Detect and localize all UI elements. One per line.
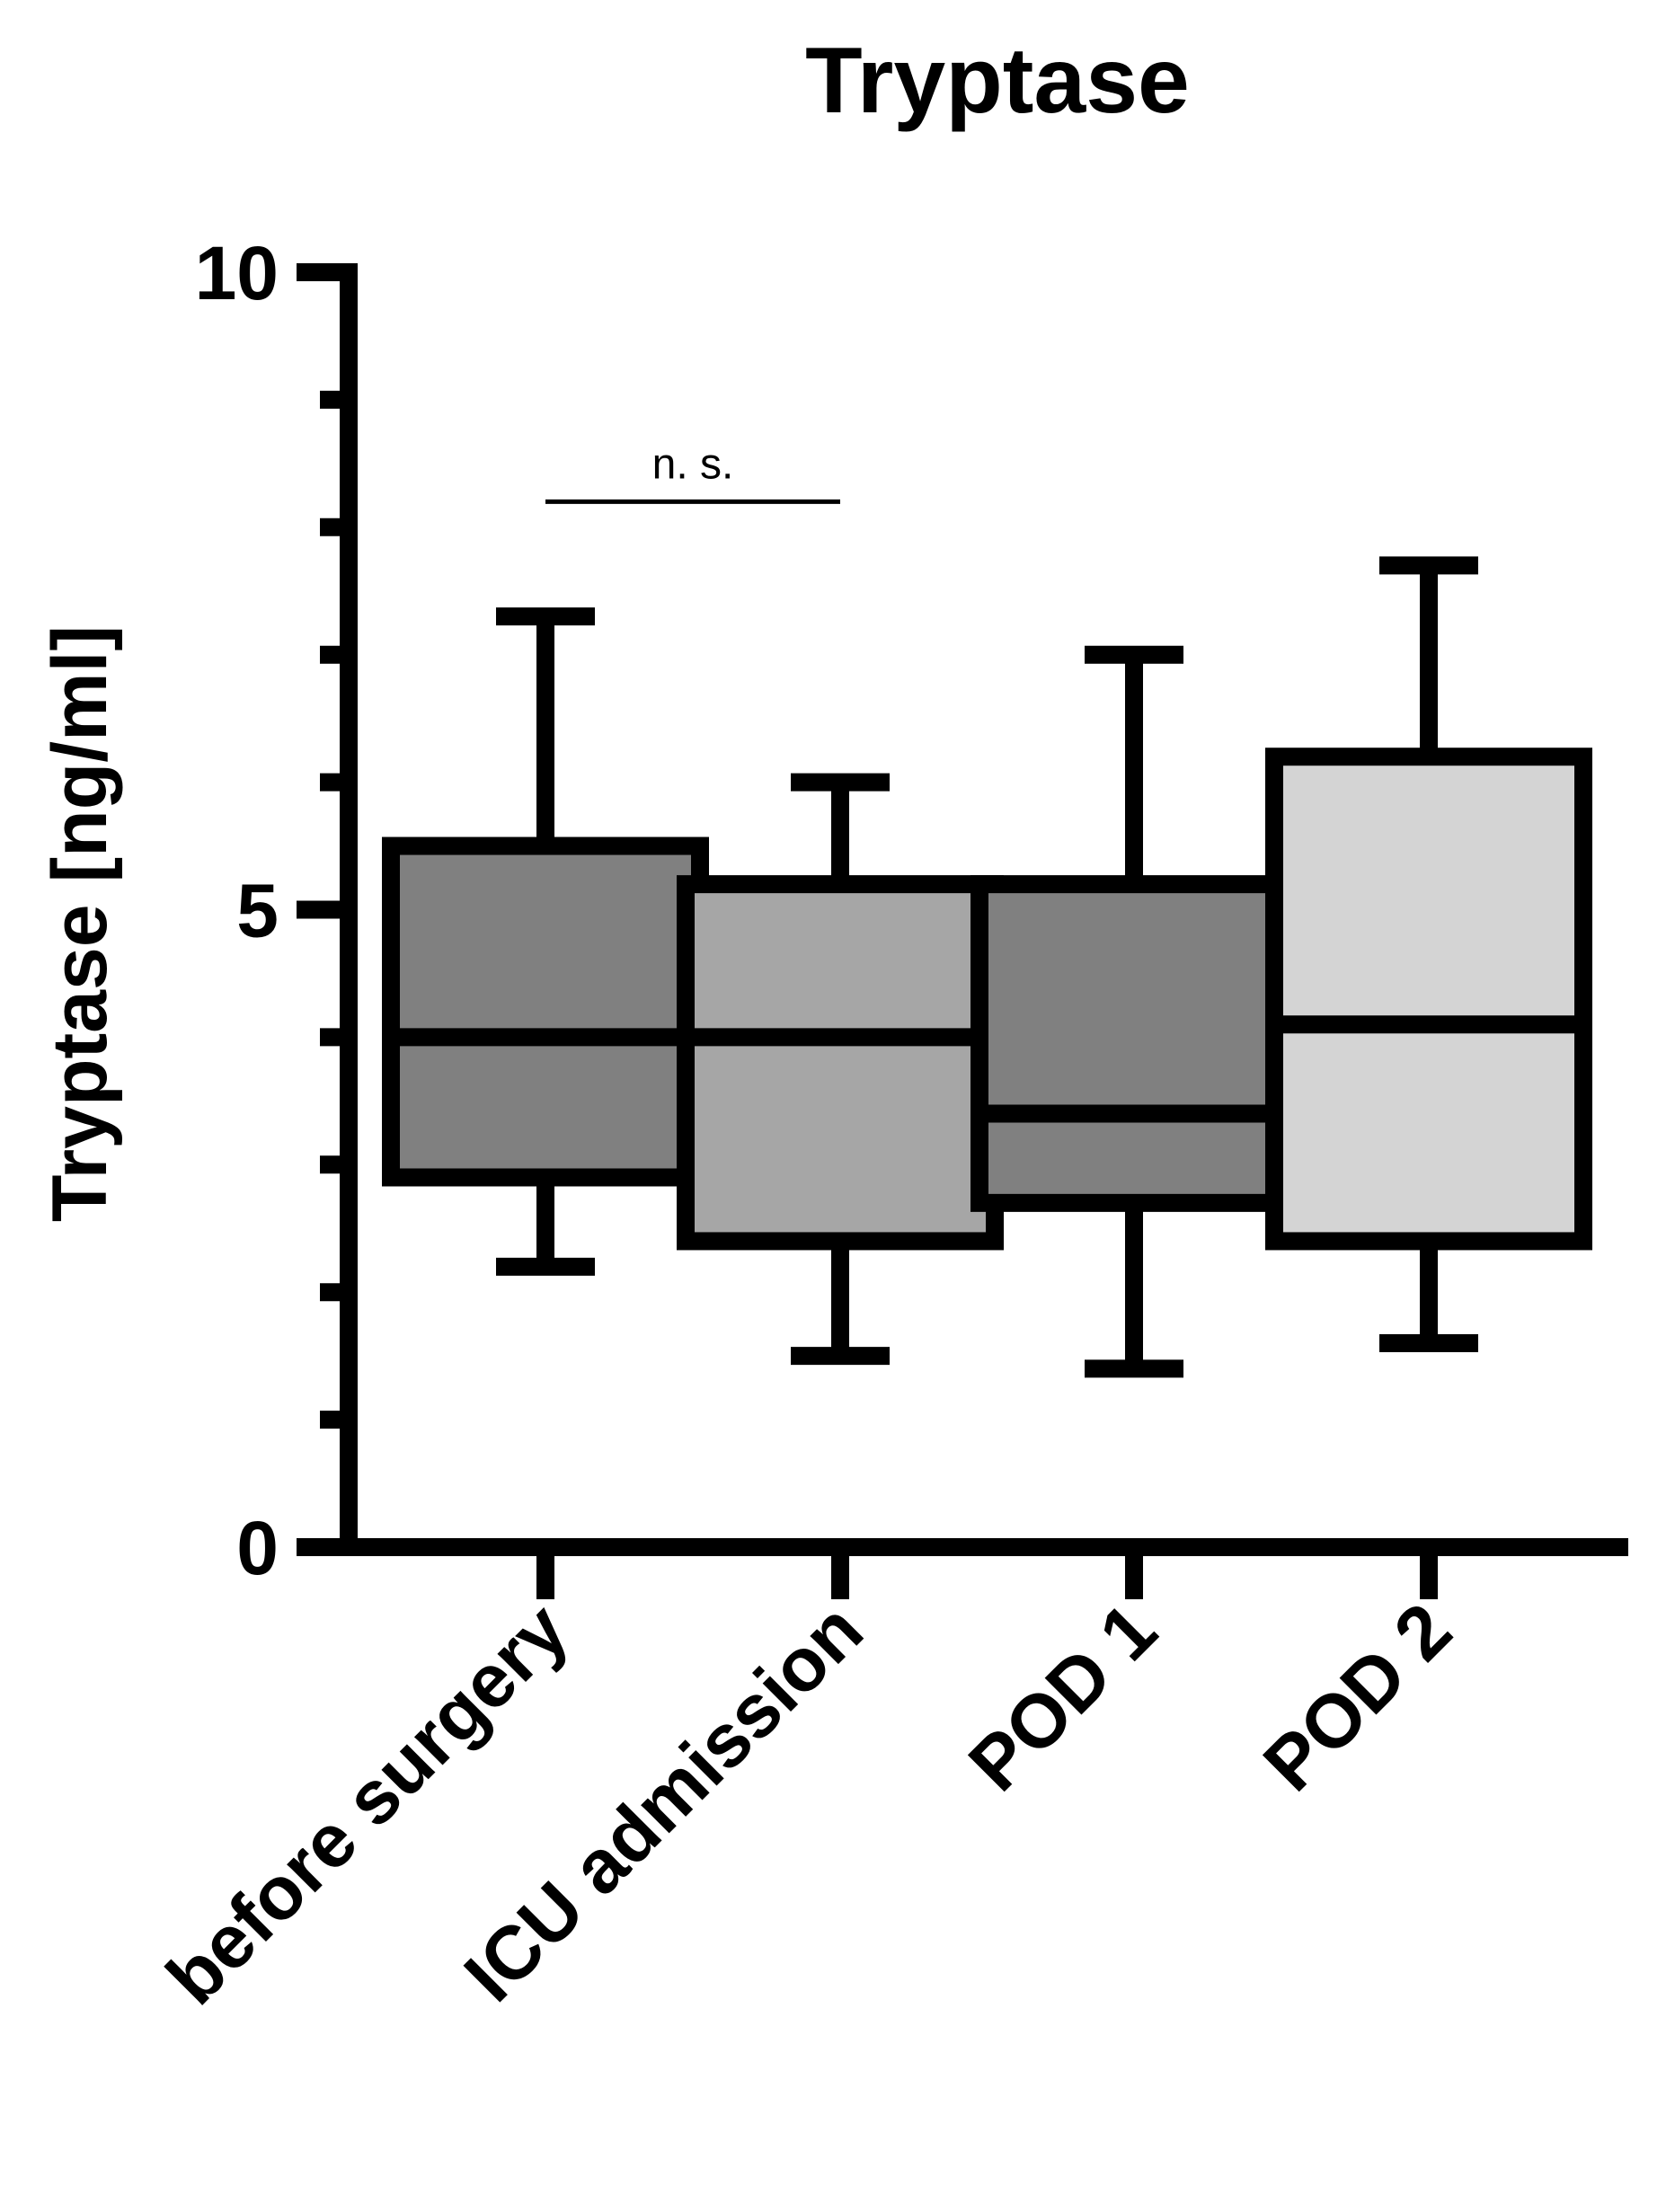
iqr-box	[1265, 748, 1592, 1251]
box-2	[677, 773, 1004, 1366]
iqr-box	[382, 836, 709, 1187]
chart-title: Tryptase	[805, 29, 1190, 133]
iqr-box	[970, 875, 1298, 1212]
iqr-box	[677, 875, 1004, 1251]
box-4	[1265, 556, 1592, 1352]
annotations: n. s.	[545, 440, 840, 504]
y-tick-label: 5	[236, 869, 279, 953]
box-3	[970, 645, 1298, 1378]
boxes	[382, 556, 1592, 1378]
y-axis-label: Tryptase [ng/ml]	[37, 625, 123, 1222]
y-ticks: 0 5 10	[195, 231, 349, 1590]
y-tick-label: 10	[195, 231, 279, 315]
x-tick-label: POD 1	[953, 1587, 1173, 1807]
significance-label: n. s.	[652, 440, 734, 488]
box-1	[382, 607, 709, 1276]
x-tick-label: POD 2	[1247, 1587, 1467, 1807]
y-tick-label: 0	[236, 1506, 279, 1590]
